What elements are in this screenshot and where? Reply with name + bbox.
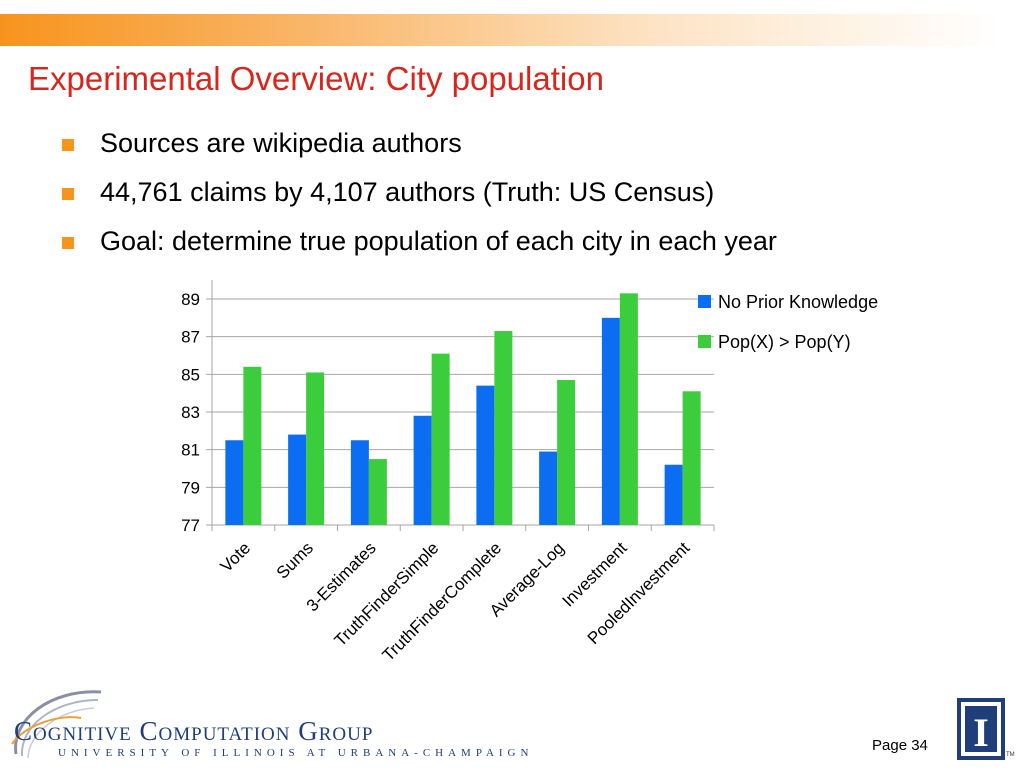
bar-no-prior-knowledge <box>413 415 432 525</box>
logo-subtitle: UNIVERSITY OF ILLINOIS AT URBANA-CHAMPAI… <box>58 747 534 759</box>
bar-pop-x-gt-pop-y <box>682 391 701 525</box>
bar-no-prior-knowledge <box>350 440 369 525</box>
university-emblem-icon: I <box>957 698 1005 760</box>
bullet-text: Sources are wikipedia authors <box>100 128 462 158</box>
bar-pop-x-gt-pop-y <box>368 459 387 525</box>
x-tick-label: Vote <box>217 538 255 576</box>
header-gradient-bar <box>0 14 1000 46</box>
bar-pop-x-gt-pop-y <box>431 353 450 525</box>
bar-no-prior-knowledge <box>225 440 244 525</box>
bullet-square-icon <box>62 237 74 249</box>
y-tick-label: 83 <box>181 403 200 422</box>
bullet-square-icon <box>62 139 74 151</box>
bullet-text: 44,761 claims by 4,107 authors (Truth: U… <box>100 177 715 207</box>
page-number: Page 34 <box>872 737 928 754</box>
bar-pop-x-gt-pop-y <box>619 293 638 525</box>
y-tick-label: 89 <box>181 290 200 309</box>
y-tick-label: 85 <box>181 365 200 384</box>
x-tick-label: Sums <box>273 538 317 582</box>
swirl-logo-icon <box>11 690 102 759</box>
bar-pop-x-gt-pop-y <box>306 372 325 525</box>
legend-swatch <box>698 295 711 308</box>
bar-pop-x-gt-pop-y <box>557 379 576 525</box>
legend-label: No Prior Knowledge <box>718 292 878 312</box>
y-tick-label: 77 <box>181 516 200 535</box>
bar-no-prior-knowledge <box>288 434 307 525</box>
slide-title: Experimental Overview: City population <box>28 60 604 97</box>
cognitive-computation-group-logo: Cognitive Computation Group UNIVERSITY O… <box>6 684 528 764</box>
bar-no-prior-knowledge <box>476 385 495 525</box>
bullet-square-icon <box>62 188 74 200</box>
bar-no-prior-knowledge <box>664 464 683 525</box>
y-tick-label: 81 <box>181 441 200 460</box>
bar-no-prior-knowledge <box>539 451 558 525</box>
x-tick-label: TruthFinderSimple <box>331 538 443 650</box>
bullet-text: Goal: determine true population of each … <box>100 226 777 256</box>
bar-pop-x-gt-pop-y <box>243 366 262 525</box>
legend-label: Pop(X) > Pop(Y) <box>718 332 851 352</box>
y-tick-label: 87 <box>181 328 200 347</box>
trademark-mark: TM <box>1006 752 1015 758</box>
logo-name: Cognitive Computation Group <box>14 716 374 746</box>
bar-pop-x-gt-pop-y <box>494 331 513 525</box>
x-tick-label: TruthFinderComplete <box>379 538 506 665</box>
y-tick-label: 79 <box>181 478 200 497</box>
legend-swatch <box>698 335 711 348</box>
emblem-letter: I <box>973 710 989 755</box>
bar-no-prior-knowledge <box>601 317 620 525</box>
